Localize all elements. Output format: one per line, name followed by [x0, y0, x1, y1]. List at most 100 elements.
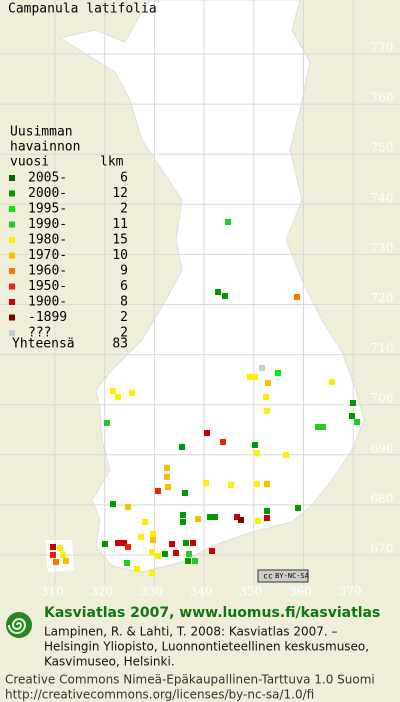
- northing-label: 750: [371, 141, 394, 155]
- easting-label: 330: [140, 585, 163, 599]
- occurrence: [169, 541, 175, 547]
- occurrence: [263, 394, 269, 400]
- legend-swatch: [9, 221, 15, 228]
- occurrence: [110, 501, 116, 507]
- citation: Lampinen, R. & Lahti, T. 2008: Kasviatla…: [44, 625, 338, 639]
- occurrence: [275, 370, 281, 376]
- occurrence: [238, 517, 244, 523]
- occurrence: [349, 413, 355, 419]
- easting-label: 360: [289, 585, 312, 599]
- legend-swatch: [9, 190, 15, 197]
- occurrence: [162, 551, 168, 557]
- occurrence: [264, 508, 270, 514]
- occurrence: [228, 482, 234, 488]
- occurrence: [102, 541, 108, 547]
- occurrence: [142, 519, 148, 525]
- occurrence: [204, 430, 210, 436]
- legend-label: 2005-: [28, 171, 67, 186]
- legend-count: 10: [112, 248, 128, 263]
- occurrence: [220, 439, 226, 445]
- occurrence: [173, 550, 179, 556]
- easting-label: 370: [339, 585, 362, 599]
- occurrence: [138, 534, 144, 540]
- legend-header: havainnon: [10, 140, 80, 155]
- badge-symbol: cc: [263, 572, 273, 581]
- badge-text: BY-NC-SA: [275, 572, 310, 580]
- occurrence: [295, 505, 301, 511]
- legend-swatch: [9, 237, 15, 243]
- easting-label: 350: [239, 585, 262, 599]
- occurrence: [165, 484, 171, 490]
- occurrence: [192, 558, 198, 564]
- occurrence: [252, 374, 258, 380]
- site-link[interactable]: Kasviatlas 2007, www.luomus.fi/kasviatla…: [44, 605, 380, 621]
- occurrence: [155, 553, 161, 559]
- legend-count: 8: [120, 295, 128, 310]
- occurrence: [134, 566, 140, 572]
- occurrence: [252, 442, 258, 448]
- occurrence: [215, 289, 221, 295]
- easting-label: 320: [90, 585, 113, 599]
- occurrence: [222, 293, 228, 299]
- legend-count: 2: [120, 326, 128, 341]
- occurrence: [264, 481, 270, 487]
- occurrence: [183, 540, 189, 546]
- occurrence: [110, 388, 116, 394]
- occurrence: [225, 219, 231, 225]
- legend-label: 1995-: [28, 202, 67, 217]
- legend-label: 1990-: [28, 217, 67, 232]
- occurrence: [254, 481, 260, 487]
- license: Creative Commons Nimeä-Epäkaupallinen-Ta…: [5, 673, 375, 687]
- occurrence: [209, 548, 215, 554]
- occurrence: [155, 488, 161, 494]
- license-link[interactable]: http://creativecommons.org/licenses/by-n…: [5, 688, 314, 702]
- occurrence: [53, 559, 59, 565]
- northing-label: 770: [371, 41, 394, 55]
- occurrence: [190, 540, 196, 546]
- legend-swatch: [9, 283, 15, 290]
- legend-label: 2000-: [28, 186, 67, 201]
- legend-count: 6: [120, 279, 128, 294]
- legend-count: 15: [112, 233, 128, 248]
- legend-count: 2: [120, 202, 128, 217]
- northing-label: 720: [371, 291, 394, 305]
- occurrence: [259, 365, 265, 371]
- occurrence: [63, 558, 69, 564]
- occurrence: [182, 490, 188, 496]
- easting-label: 310: [41, 585, 64, 599]
- finland-shape: [58, 0, 365, 573]
- legend-label: -1899: [28, 310, 67, 325]
- legend-count: 11: [112, 217, 128, 232]
- legend-swatch: [9, 206, 15, 212]
- northing-label: 670: [371, 542, 394, 556]
- occurrence: [164, 474, 170, 480]
- occurrence: [329, 379, 335, 385]
- legend-label: 1960-: [28, 264, 67, 279]
- occurrence: [320, 424, 326, 430]
- legend-label: 1970-: [28, 248, 67, 263]
- legend-label: 1900-: [28, 295, 67, 310]
- northing-label: 710: [371, 341, 394, 355]
- citation: Helsingin Yliopisto, Luonnontieteellinen…: [44, 640, 369, 654]
- legend-swatch: [9, 330, 15, 336]
- legend-swatch: [9, 268, 15, 274]
- occurrence: [180, 519, 186, 525]
- occurrence: [185, 558, 191, 564]
- occurrence: [129, 390, 135, 396]
- northing-label: 690: [371, 441, 394, 455]
- occurrence: [164, 465, 170, 471]
- occurrence: [121, 540, 127, 546]
- occurrence: [294, 294, 300, 300]
- total-count: 83: [112, 337, 128, 352]
- legend-swatch: [9, 299, 15, 305]
- citation: Kasvimuseo, Helsinki.: [44, 655, 175, 669]
- occurrence: [180, 512, 186, 518]
- occurrence: [264, 408, 270, 414]
- northing-label: 760: [371, 91, 394, 105]
- legend-label: 1980-: [28, 233, 67, 248]
- occurrence: [203, 480, 209, 486]
- title: Campanula latifolia: [8, 2, 157, 17]
- legend-count: 6: [120, 171, 128, 186]
- legend-swatch: [9, 175, 15, 181]
